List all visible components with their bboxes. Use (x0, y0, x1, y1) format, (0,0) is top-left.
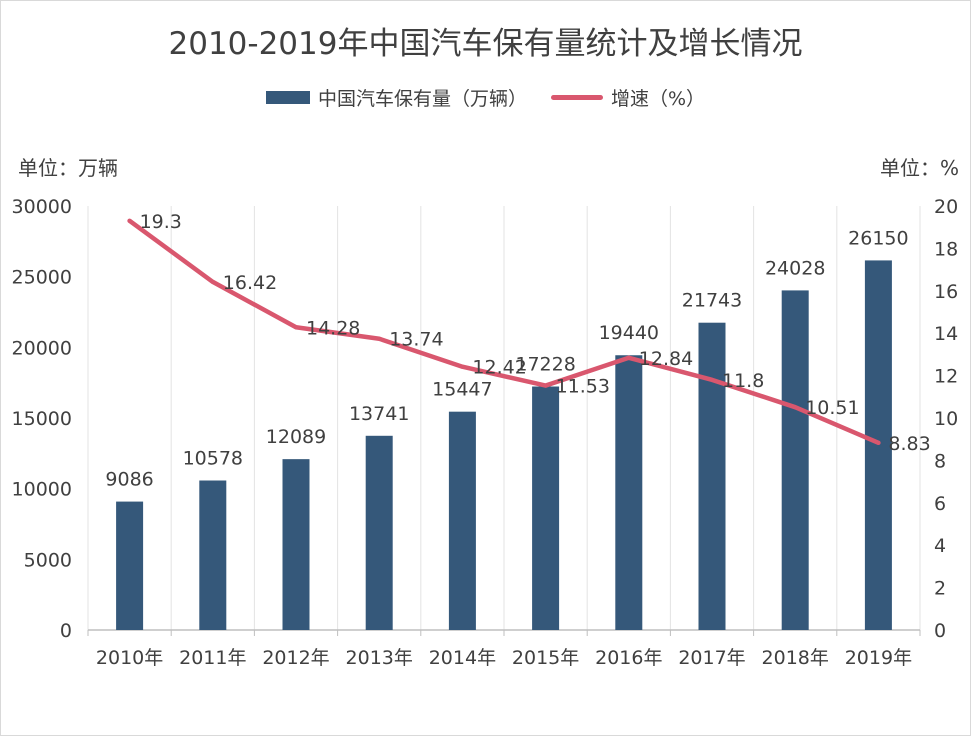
bar-data-label: 21743 (682, 290, 742, 312)
legend: 中国汽车保有量（万辆） 增速（%） (0, 84, 971, 111)
x-axis-tick-label: 2018年 (762, 647, 829, 669)
x-axis-tick-label: 2017年 (678, 647, 745, 669)
legend-line-swatch (550, 95, 603, 100)
legend-bar-swatch (265, 91, 310, 104)
right-axis-tick-label: 2 (934, 578, 946, 600)
growth-rate-line (127, 218, 881, 446)
line-data-label: 13.74 (389, 329, 443, 351)
x-axis-tick-label: 2013年 (346, 647, 413, 669)
line-point (377, 336, 382, 341)
bar-data-label: 9086 (105, 469, 153, 491)
right-axis-unit: 单位：% (879, 156, 959, 180)
bar (864, 260, 892, 630)
right-axis-tick-label: 6 (934, 493, 946, 515)
bar-data-label: 17228 (515, 354, 575, 376)
line-data-label: 10.51 (805, 397, 859, 419)
right-axis-tick-label: 16 (934, 281, 958, 303)
line-point (793, 405, 798, 410)
line-data-label: 12.84 (639, 348, 693, 370)
x-axis-tick-label: 2019年 (845, 647, 912, 669)
line-data-label: 19.3 (140, 211, 182, 233)
right-axis-tick-label: 8 (934, 450, 946, 472)
x-axis-tick-label: 2012年 (262, 647, 329, 669)
bar-data-label: 12089 (266, 426, 326, 448)
x-axis-tick-label: 2010年 (96, 647, 163, 669)
bar (781, 290, 809, 630)
bar-data-label: 10578 (183, 447, 243, 469)
bar (448, 411, 476, 630)
left-axis-unit: 单位：万辆 (18, 156, 118, 180)
legend-bar-label: 中国汽车保有量（万辆） (317, 88, 527, 110)
line-point (543, 383, 548, 388)
line-data-label: 8.83 (888, 433, 930, 455)
x-axis-tick-label: 2015年 (512, 647, 579, 669)
right-axis-tick-label: 18 (934, 238, 958, 260)
line-data-label: 11.53 (556, 376, 610, 398)
legend-line-label: 增速（%） (610, 88, 706, 110)
line-data-label: 11.8 (722, 370, 764, 392)
bar (532, 386, 560, 630)
left-axis-tick-label: 0 (60, 620, 72, 642)
chart-title: 2010-2019年中国汽车保有量统计及增长情况 (168, 26, 803, 62)
left-axis-tick-label: 10000 (12, 479, 72, 501)
bar-data-label: 24028 (765, 257, 825, 279)
right-axis-tick-label: 4 (934, 535, 946, 557)
bar (282, 459, 310, 630)
left-axis-tick-label: 5000 (24, 549, 72, 571)
line-data-label: 14.28 (306, 317, 360, 339)
left-axis-tick-label: 20000 (12, 337, 72, 359)
bar (116, 501, 144, 630)
right-axis-tick-label: 14 (934, 323, 958, 345)
line-point (710, 377, 714, 382)
bar (365, 435, 393, 630)
line-data-label: 12.42 (472, 357, 526, 379)
left-axis-tick-label: 15000 (12, 408, 72, 430)
bar-data-label: 26150 (848, 227, 908, 249)
right-axis-tick-label: 10 (934, 408, 958, 430)
line-data-label: 16.42 (223, 272, 277, 294)
line-point (127, 218, 132, 223)
legend-item-bar: 中国汽车保有量（万辆） (265, 84, 527, 111)
legend-item-line: 增速（%） (539, 84, 705, 111)
bar (698, 322, 726, 630)
line-point (876, 440, 881, 445)
left-axis-tick-label: 30000 (12, 196, 72, 218)
line-point (460, 364, 465, 369)
line-point (210, 279, 215, 284)
x-axis-tick-label: 2016年 (595, 647, 662, 669)
line-point (294, 325, 298, 330)
right-axis-tick-label: 12 (934, 366, 958, 388)
x-axis-tick-label: 2014年 (429, 647, 496, 669)
right-axis-tick-label: 0 (934, 620, 946, 642)
x-axis-tick-label: 2011年 (179, 647, 246, 669)
right-axis-tick-label: 20 (934, 196, 958, 218)
bar-data-label: 15447 (432, 379, 492, 401)
bar-data-label: 19440 (599, 322, 659, 344)
line-point (626, 355, 631, 360)
bar (199, 480, 227, 630)
bar (615, 355, 643, 630)
bar-data-label: 13741 (349, 403, 409, 425)
left-axis-tick-label: 25000 (12, 267, 72, 289)
